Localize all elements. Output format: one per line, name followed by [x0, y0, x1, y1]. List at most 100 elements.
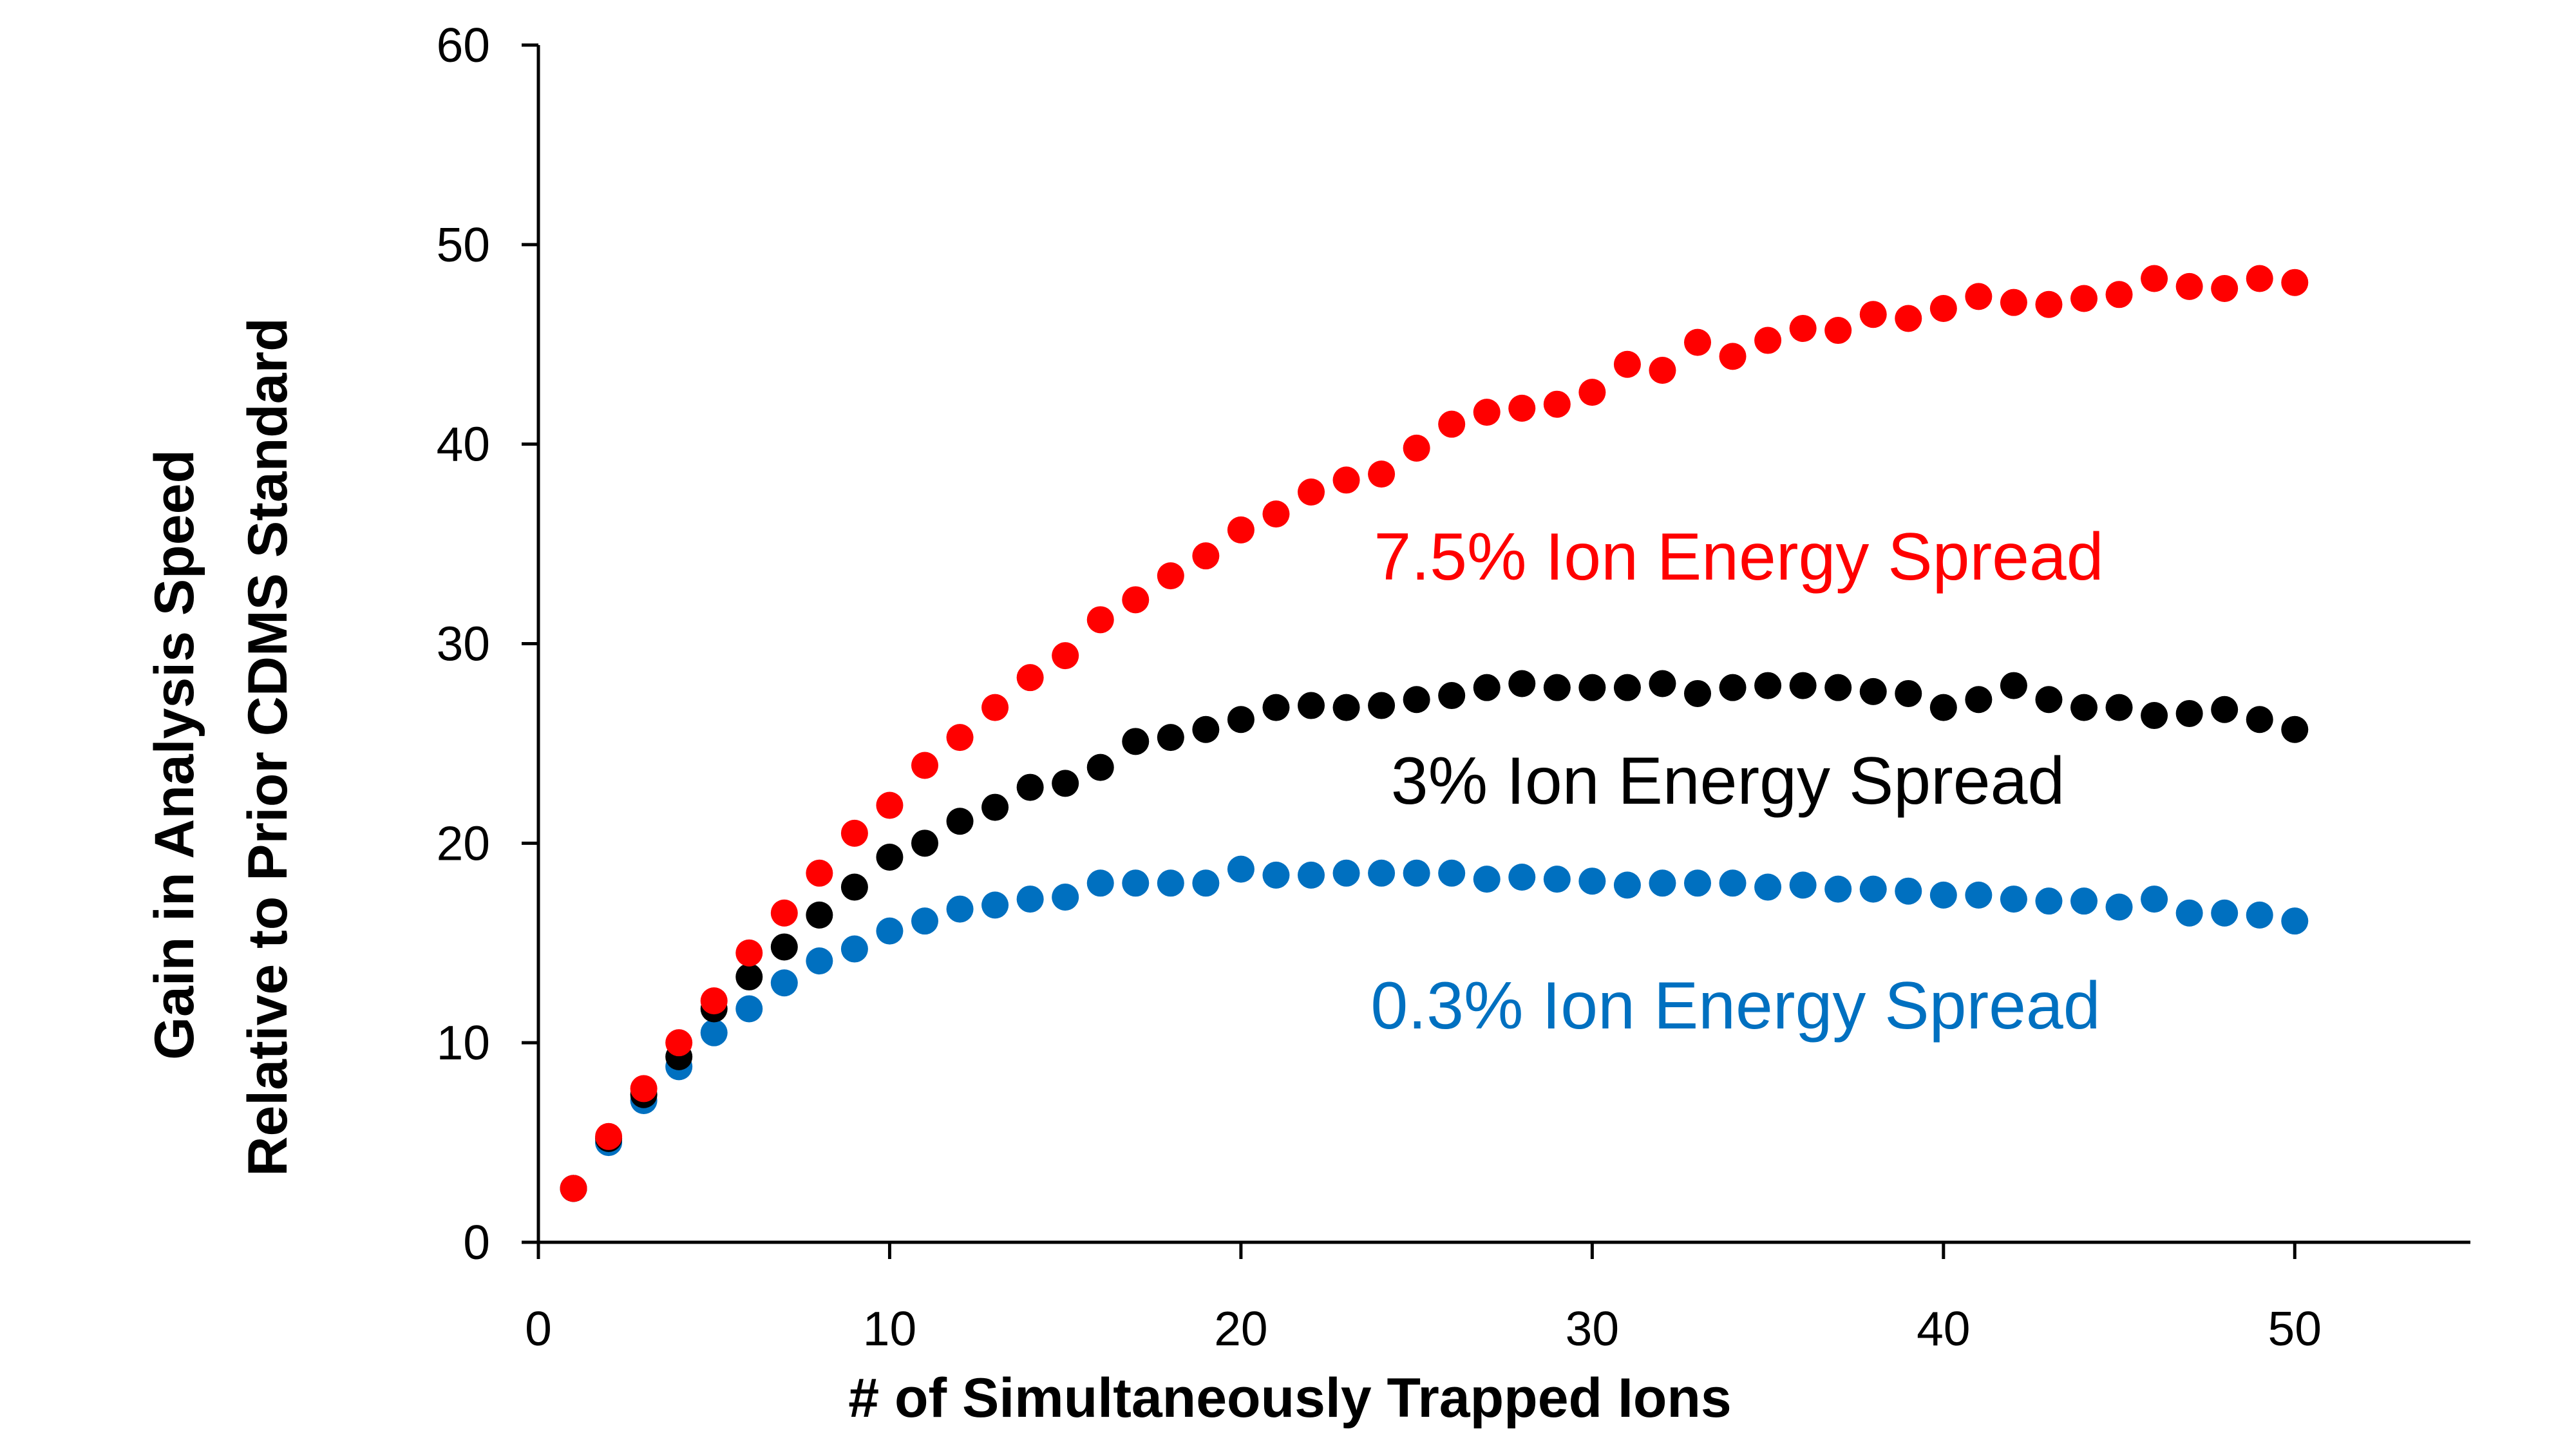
data-point — [770, 933, 798, 961]
data-point — [1578, 674, 1606, 701]
data-point — [2035, 290, 2063, 318]
data-point — [1649, 869, 1676, 897]
x-tick-label: 30 — [1566, 1302, 1619, 1356]
data-point — [1684, 328, 1711, 356]
data-point — [1824, 674, 1852, 701]
data-point — [1895, 305, 1922, 332]
data-point — [1086, 606, 1114, 634]
data-point — [2281, 715, 2309, 743]
data-point — [1052, 642, 1079, 670]
data-point — [1895, 877, 1922, 905]
data-point — [1473, 674, 1501, 701]
data-point — [1122, 869, 1150, 897]
x-tick-label: 50 — [2268, 1302, 2322, 1356]
data-point — [2246, 706, 2273, 734]
data-point — [1403, 686, 1430, 714]
data-point — [770, 969, 798, 997]
data-point — [1157, 562, 1184, 590]
data-point — [700, 987, 728, 1015]
data-point — [1543, 674, 1571, 701]
data-point — [911, 829, 938, 857]
data-point — [1859, 677, 1887, 705]
data-point — [806, 901, 833, 929]
y-tick-label: 10 — [437, 1016, 490, 1070]
data-point — [2000, 289, 2027, 316]
data-point — [1403, 434, 1430, 462]
data-point — [1262, 694, 1290, 721]
data-point — [1684, 679, 1711, 707]
data-point — [1929, 694, 1957, 721]
data-point — [2035, 686, 2063, 714]
data-point — [1438, 410, 1466, 438]
data-point — [1929, 881, 1957, 909]
data-point — [1684, 869, 1711, 897]
data-point — [2211, 274, 2239, 302]
data-point — [630, 1075, 658, 1103]
data-point — [1649, 670, 1676, 697]
data-point — [1578, 867, 1606, 895]
data-point — [2000, 886, 2027, 913]
data-point — [981, 793, 1009, 821]
data-point — [1192, 869, 1220, 897]
data-point — [1719, 343, 1747, 370]
x-axis-ticks: 0 10 20 30 40 50 — [525, 1242, 2322, 1356]
x-tick-label: 0 — [525, 1302, 552, 1356]
data-point — [1086, 753, 1114, 781]
data-point — [1929, 294, 1957, 322]
data-point — [2281, 269, 2309, 296]
data-point — [2035, 887, 2063, 915]
data-point — [1332, 466, 1360, 494]
data-point — [1719, 869, 1747, 897]
data-point — [665, 1029, 693, 1057]
data-point — [806, 859, 833, 887]
data-point — [1719, 674, 1747, 701]
data-point — [595, 1122, 623, 1150]
series-2-points — [560, 265, 2309, 1202]
data-point — [1508, 394, 1536, 422]
data-point — [2105, 281, 2133, 308]
data-point — [946, 724, 974, 752]
data-point — [1016, 886, 1044, 913]
data-point — [1157, 869, 1184, 897]
y-tick-label: 50 — [437, 218, 490, 272]
data-point — [1754, 672, 1782, 699]
data-point — [1332, 859, 1360, 887]
data-point — [840, 873, 868, 901]
data-point — [2000, 672, 2027, 699]
data-point — [1368, 460, 1396, 488]
data-point — [1368, 859, 1396, 887]
series-label: 0.3% Ion Energy Spread — [1370, 969, 2100, 1043]
x-axis-title: # of Simultaneously Trapped Ions — [848, 1367, 1731, 1429]
data-point — [1543, 866, 1571, 893]
data-point — [1789, 314, 1817, 342]
data-point — [1227, 516, 1255, 544]
data-point — [2211, 899, 2239, 927]
data-point — [1895, 679, 1922, 707]
data-points — [560, 265, 2309, 1202]
data-point — [1052, 770, 1079, 797]
data-point — [1824, 875, 1852, 903]
data-point — [1649, 357, 1676, 384]
data-point — [2141, 886, 2168, 913]
data-point — [806, 947, 833, 975]
data-point — [1403, 859, 1430, 887]
data-point — [1368, 692, 1396, 719]
data-point — [1613, 674, 1641, 701]
y-tick-label: 20 — [437, 816, 490, 870]
data-point — [981, 694, 1009, 721]
data-point — [1262, 500, 1290, 528]
y-tick-label: 40 — [437, 417, 490, 471]
series-0-points — [560, 855, 2309, 1202]
series-1-points — [560, 670, 2309, 1202]
data-point — [1298, 692, 1325, 719]
data-point — [1613, 350, 1641, 378]
data-point — [1473, 866, 1501, 893]
data-point — [1965, 686, 1993, 714]
data-point — [1965, 283, 1993, 310]
data-point — [840, 819, 868, 847]
data-point — [1613, 871, 1641, 899]
data-point — [1578, 379, 1606, 406]
data-point — [2105, 893, 2133, 921]
data-point — [1754, 327, 1782, 354]
